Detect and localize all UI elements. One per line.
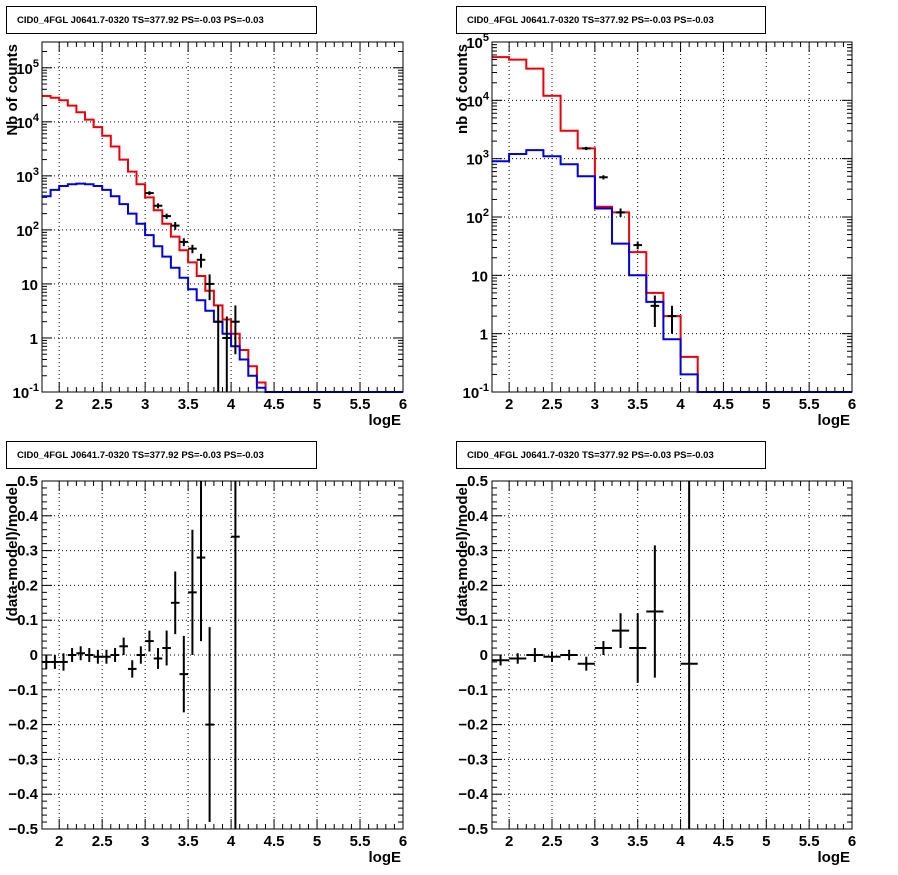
x-tick-label: 2.5 [92,833,113,850]
y-tick-label: −0.5 [8,821,38,838]
y-tick-label: 0.5 [467,473,488,490]
component-histogram [492,149,852,393]
y-tick-label: 0.5 [17,473,38,490]
x-tick-label: 4 [676,833,685,850]
x-tick-label: 6 [399,396,407,413]
plot-frame [491,480,853,830]
x-tick-label: 4.5 [713,396,734,413]
y-tick-label: 0.2 [467,577,488,594]
y-tick-label: 104 [466,90,490,110]
y-axis-label: Nb of counts [4,44,21,136]
x-tick-label: 3.5 [178,396,199,413]
y-tick-label: −0.3 [8,751,38,768]
x-tick-label: 2 [505,396,513,413]
x-tick-label: 5 [313,396,321,413]
x-tick-label: 5.5 [350,396,371,413]
x-tick-label: 5.5 [799,833,820,850]
y-tick-label: 102 [466,207,489,227]
y-tick-label: 0.4 [467,508,489,525]
y-tick-label: 0.1 [467,612,488,629]
y-tick-label: −0.2 [8,717,38,734]
x-tick-label: 4 [227,833,236,850]
y-tick-label: 0 [30,647,38,664]
panel-title-4: CID0_4FGL J0641.7-0320 TS=377.92 PS=-0.0… [456,441,766,469]
y-tick-label: 103 [466,149,489,169]
x-tick-label: 3.5 [627,396,648,413]
x-tick-label: 6 [848,833,856,850]
y-tick-label: −0.4 [8,786,38,803]
x-tick-label: 2.5 [542,396,563,413]
y-tick-label: 10-1 [463,382,489,402]
x-tick-label: 5.5 [799,396,820,413]
y-tick-label: −0.1 [8,682,38,699]
y-tick-label: 105 [16,58,39,78]
y-tick-label: 0.2 [17,577,38,594]
x-tick-label: 5.5 [350,833,371,850]
y-tick-label: 105 [466,32,489,52]
total-model-histogram [42,95,403,393]
y-axis-label: nb of counts [454,44,471,134]
x-tick-label: 3.5 [627,833,648,850]
panel-title-1: CID0_4FGL J0641.7-0320 TS=377.92 PS=-0.0… [6,6,317,34]
y-tick-label: −0.1 [458,682,488,699]
y-tick-label: −0.2 [458,717,488,734]
x-tick-label: 4 [227,396,236,413]
x-axis-label: logE [818,849,851,866]
y-tick-label: −0.5 [458,821,488,838]
x-axis-label: logE [369,849,402,866]
y-tick-label: −0.4 [458,786,488,803]
x-axis-label: logE [369,412,402,429]
y-tick-label: 103 [16,166,39,186]
x-tick-label: 5 [762,396,770,413]
plot-frame [491,41,853,393]
component-histogram [42,182,403,393]
x-tick-label: 5 [313,833,321,850]
panel-title-2: CID0_4FGL J0641.7-0320 TS=377.92 PS=-0.0… [456,6,766,34]
x-tick-label: 6 [848,396,856,413]
x-tick-label: 2 [55,396,63,413]
y-tick-label: −0.3 [458,751,488,768]
total-model-histogram [492,56,852,393]
x-tick-label: 2 [55,833,63,850]
y-tick-label: 10 [21,277,38,294]
x-tick-label: 3 [141,833,149,850]
x-tick-label: 4 [676,396,685,413]
x-tick-label: 3.5 [178,833,199,850]
y-tick-label: 10 [471,268,488,285]
y-tick-label: 0.1 [17,612,38,629]
plot-frame [41,41,404,393]
x-tick-label: 5 [762,833,770,850]
y-tick-label: 102 [16,220,39,240]
y-axis-label: (data-model)/model [4,483,21,621]
y-tick-label: 0.3 [17,543,38,560]
x-tick-label: 4.5 [713,833,734,850]
y-tick-label: 10-1 [13,382,39,402]
x-tick-label: 3 [591,833,599,850]
x-axis-label: logE [818,412,851,429]
x-tick-label: 2.5 [92,396,113,413]
y-tick-label: 0 [480,647,488,664]
y-tick-label: 1 [480,327,488,344]
x-tick-label: 2.5 [542,833,563,850]
y-axis-label: (data-model)/model [454,483,471,621]
y-tick-label: 0.3 [467,543,488,560]
x-tick-label: 4.5 [264,396,285,413]
y-tick-label: 1 [30,331,38,348]
x-tick-label: 6 [399,833,407,850]
x-tick-label: 4.5 [264,833,285,850]
y-tick-label: 104 [16,112,40,132]
x-tick-label: 2 [505,833,513,850]
plot-frame [41,480,404,830]
x-tick-label: 3 [141,396,149,413]
y-tick-label: 0.4 [17,508,39,525]
panel-title-3: CID0_4FGL J0641.7-0320 TS=377.92 PS=-0.0… [6,441,317,469]
x-tick-label: 3 [591,396,599,413]
